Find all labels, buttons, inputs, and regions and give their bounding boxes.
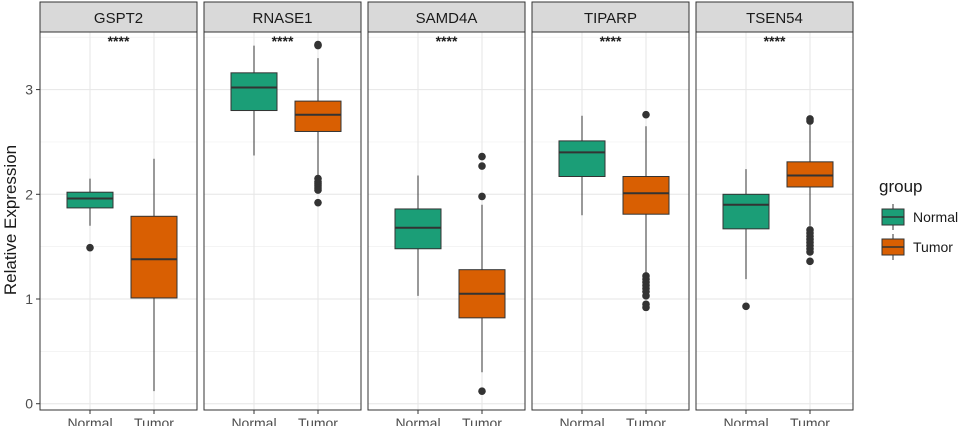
facet-strip bbox=[367, 1, 526, 33]
outlier-point bbox=[478, 192, 486, 201]
outlier-point bbox=[314, 198, 322, 207]
facet-strip bbox=[695, 1, 854, 33]
x-tick-label: Normal bbox=[559, 415, 604, 426]
x-tick-label: Tumor bbox=[790, 415, 830, 426]
facet-title: RNASE1 bbox=[252, 10, 312, 27]
outlier-point bbox=[314, 186, 322, 194]
y-axis: 0 1 2 3 bbox=[25, 82, 40, 412]
x-tick-label: Normal bbox=[723, 415, 768, 426]
iqr-box bbox=[294, 100, 342, 132]
legend-entry-tumor: Tumor bbox=[881, 234, 953, 260]
box-tumor bbox=[786, 115, 834, 266]
outlier-point bbox=[642, 292, 650, 300]
facet-title: TIPARP bbox=[584, 10, 637, 27]
panel-border bbox=[531, 31, 690, 411]
facet-strip bbox=[39, 1, 198, 33]
panel-background bbox=[204, 32, 361, 410]
outlier-point bbox=[314, 41, 322, 50]
panel-border bbox=[367, 31, 526, 411]
x-tick-label: Normal bbox=[231, 415, 276, 426]
panel-background bbox=[368, 32, 525, 410]
gridlines bbox=[368, 32, 525, 410]
panel-border bbox=[695, 31, 854, 411]
box-normal bbox=[394, 175, 442, 296]
outlier-point bbox=[642, 303, 650, 312]
box-normal bbox=[66, 178, 114, 252]
iqr-box bbox=[722, 193, 770, 230]
significance-label: **** bbox=[272, 33, 294, 49]
panel-background bbox=[696, 32, 853, 410]
outlier-point bbox=[478, 162, 486, 170]
outlier-point bbox=[478, 152, 486, 161]
facet-strip bbox=[203, 1, 362, 33]
iqr-box bbox=[130, 215, 178, 299]
y-tick-label: 0 bbox=[25, 396, 33, 412]
box-tumor bbox=[622, 110, 670, 312]
panel-border bbox=[203, 31, 362, 411]
facet-title: TSEN54 bbox=[746, 10, 803, 27]
panel-border bbox=[39, 31, 198, 411]
outlier-point bbox=[806, 248, 814, 256]
x-tick-label: Normal bbox=[395, 415, 440, 426]
significance-label: **** bbox=[600, 33, 622, 49]
gridlines bbox=[532, 32, 689, 410]
x-tick-label: Tumor bbox=[134, 415, 174, 426]
facet-panel-gspt2: GSPT2 Normal Tumor **** bbox=[39, 1, 198, 426]
iqr-box bbox=[622, 175, 670, 215]
y-tick-label: 2 bbox=[25, 186, 33, 202]
y-tick-label: 3 bbox=[25, 82, 33, 98]
box-tumor bbox=[458, 152, 506, 395]
box-tumor bbox=[294, 40, 342, 207]
significance-label: **** bbox=[108, 33, 130, 49]
significance-label: **** bbox=[764, 33, 786, 49]
y-tick-label: 1 bbox=[25, 291, 33, 307]
outlier-point bbox=[86, 243, 94, 252]
legend-entry-normal: Normal bbox=[881, 204, 958, 230]
facet-title: GSPT2 bbox=[94, 10, 143, 27]
legend: group Normal Tumor bbox=[879, 177, 958, 260]
x-tick-label: Normal bbox=[67, 415, 112, 426]
outlier-point bbox=[806, 257, 814, 266]
facet-panel-tiparp: TIPARP Normal Tumor **** bbox=[531, 1, 690, 426]
x-tick-label: Tumor bbox=[462, 415, 502, 426]
significance-label: **** bbox=[436, 33, 458, 49]
facet-panel-tsen54: TSEN54 Normal Tumor **** bbox=[695, 1, 854, 426]
facet-panel-rnase1: RNASE1 Normal Tumor **** bbox=[203, 1, 362, 426]
gridlines bbox=[696, 32, 853, 410]
box-normal bbox=[558, 115, 606, 216]
facet-panel-samd4a: SAMD4A Normal Tumor **** bbox=[367, 1, 526, 426]
box-tumor bbox=[130, 158, 178, 392]
iqr-box bbox=[230, 72, 278, 112]
outlier-point bbox=[478, 387, 486, 395]
outlier-point bbox=[806, 117, 814, 125]
x-tick-label: Tumor bbox=[626, 415, 666, 426]
legend-label: Tumor bbox=[913, 239, 953, 255]
iqr-box bbox=[394, 208, 442, 250]
outlier-point bbox=[642, 110, 650, 119]
iqr-box bbox=[786, 161, 834, 188]
y-axis-label: Relative Expression bbox=[1, 145, 20, 295]
legend-label: Normal bbox=[913, 209, 958, 225]
iqr-box bbox=[558, 140, 606, 177]
iqr-box bbox=[66, 191, 114, 209]
facet-strip bbox=[531, 1, 690, 33]
facet-title: SAMD4A bbox=[416, 10, 478, 27]
panel-background bbox=[532, 32, 689, 410]
legend-title: group bbox=[879, 177, 922, 196]
box-normal bbox=[722, 169, 770, 311]
outlier-point bbox=[742, 302, 750, 311]
x-tick-label: Tumor bbox=[298, 415, 338, 426]
box-normal bbox=[230, 45, 278, 156]
